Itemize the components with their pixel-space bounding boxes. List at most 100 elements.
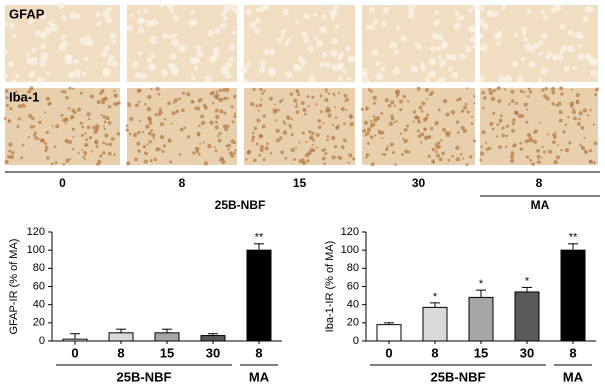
- cell: [191, 100, 195, 104]
- cell: [27, 113, 32, 118]
- cell: [289, 126, 292, 129]
- cell: [274, 103, 277, 106]
- cell: [40, 42, 47, 50]
- cell: [315, 146, 318, 149]
- cell: [99, 91, 103, 96]
- cell: [106, 143, 109, 146]
- cell: [307, 150, 312, 156]
- cell: [48, 101, 52, 105]
- cell: [424, 135, 428, 140]
- cell: [456, 98, 459, 102]
- cell: [514, 111, 519, 116]
- cell: [73, 58, 80, 65]
- cell: [412, 2, 417, 8]
- cell: [456, 131, 460, 134]
- cell: [525, 120, 529, 124]
- cell: [445, 53, 453, 61]
- micrograph-bg: [480, 88, 598, 165]
- cell: [590, 69, 598, 77]
- cell: [430, 126, 434, 131]
- cell: [554, 131, 557, 134]
- cell: [29, 86, 34, 91]
- x-tick-label: 0: [385, 345, 392, 360]
- cell: [435, 153, 441, 158]
- cell: [284, 40, 290, 46]
- cell: [65, 95, 69, 100]
- cell: [108, 142, 113, 147]
- cell: [215, 90, 218, 94]
- cell: [198, 97, 203, 102]
- cell: [307, 45, 314, 53]
- cell: [559, 86, 564, 91]
- cell: [575, 100, 580, 105]
- cell: [393, 120, 396, 124]
- cell: [534, 130, 538, 134]
- micrograph: [125, 86, 237, 166]
- cell: [2, 50, 8, 55]
- cell: [479, 158, 483, 162]
- cell: [5, 103, 9, 107]
- cell: [84, 132, 88, 135]
- cell: [263, 48, 270, 55]
- cell: [437, 34, 444, 41]
- cell: [194, 106, 197, 110]
- cell: [559, 50, 564, 55]
- cell: [592, 161, 596, 165]
- cell: [537, 157, 540, 160]
- cell: [259, 87, 263, 92]
- cell: [86, 125, 91, 129]
- cell: [4, 89, 9, 93]
- cell: [330, 16, 336, 21]
- cell: [540, 67, 549, 76]
- cell: [133, 133, 138, 138]
- column-label: 8: [179, 176, 186, 190]
- cell: [158, 110, 163, 115]
- cell: [259, 144, 264, 149]
- cell: [125, 128, 129, 132]
- cell: [103, 120, 107, 124]
- cell: [29, 70, 35, 76]
- cell: [125, 124, 129, 128]
- cell: [395, 92, 400, 97]
- cell: [529, 136, 533, 139]
- y-tick-label: 100: [341, 244, 359, 256]
- cell: [137, 27, 145, 34]
- cell: [347, 76, 352, 81]
- cell: [447, 158, 451, 162]
- cell: [44, 148, 48, 153]
- cell: [93, 129, 98, 135]
- cell: [552, 140, 556, 144]
- cell: [11, 79, 17, 85]
- cell: [53, 145, 57, 149]
- cell: [300, 59, 307, 66]
- micrograph-bg: [362, 5, 475, 82]
- cell: [8, 142, 13, 147]
- cell: [39, 59, 47, 67]
- cell: [50, 162, 54, 166]
- cell: [32, 124, 36, 128]
- y-tick-label: 20: [33, 317, 45, 329]
- cell: [432, 160, 436, 164]
- cell: [230, 153, 235, 158]
- cell: [44, 145, 49, 150]
- cell: [414, 115, 419, 120]
- cell: [167, 3, 175, 11]
- cell: [315, 39, 324, 48]
- cell: [451, 71, 459, 79]
- cell: [451, 154, 455, 158]
- cell: [468, 155, 473, 159]
- cell: [300, 100, 305, 105]
- cell: [148, 117, 152, 122]
- cell: [197, 133, 201, 137]
- micrograph-bg: [5, 88, 120, 165]
- cell: [519, 89, 524, 94]
- cell: [105, 116, 110, 121]
- cell: [71, 108, 76, 113]
- cell: [70, 117, 73, 120]
- cell: [169, 53, 178, 61]
- cell: [327, 113, 332, 118]
- cell: [434, 121, 439, 126]
- cell: [592, 123, 595, 126]
- cell: [551, 91, 555, 95]
- cell: [381, 153, 384, 156]
